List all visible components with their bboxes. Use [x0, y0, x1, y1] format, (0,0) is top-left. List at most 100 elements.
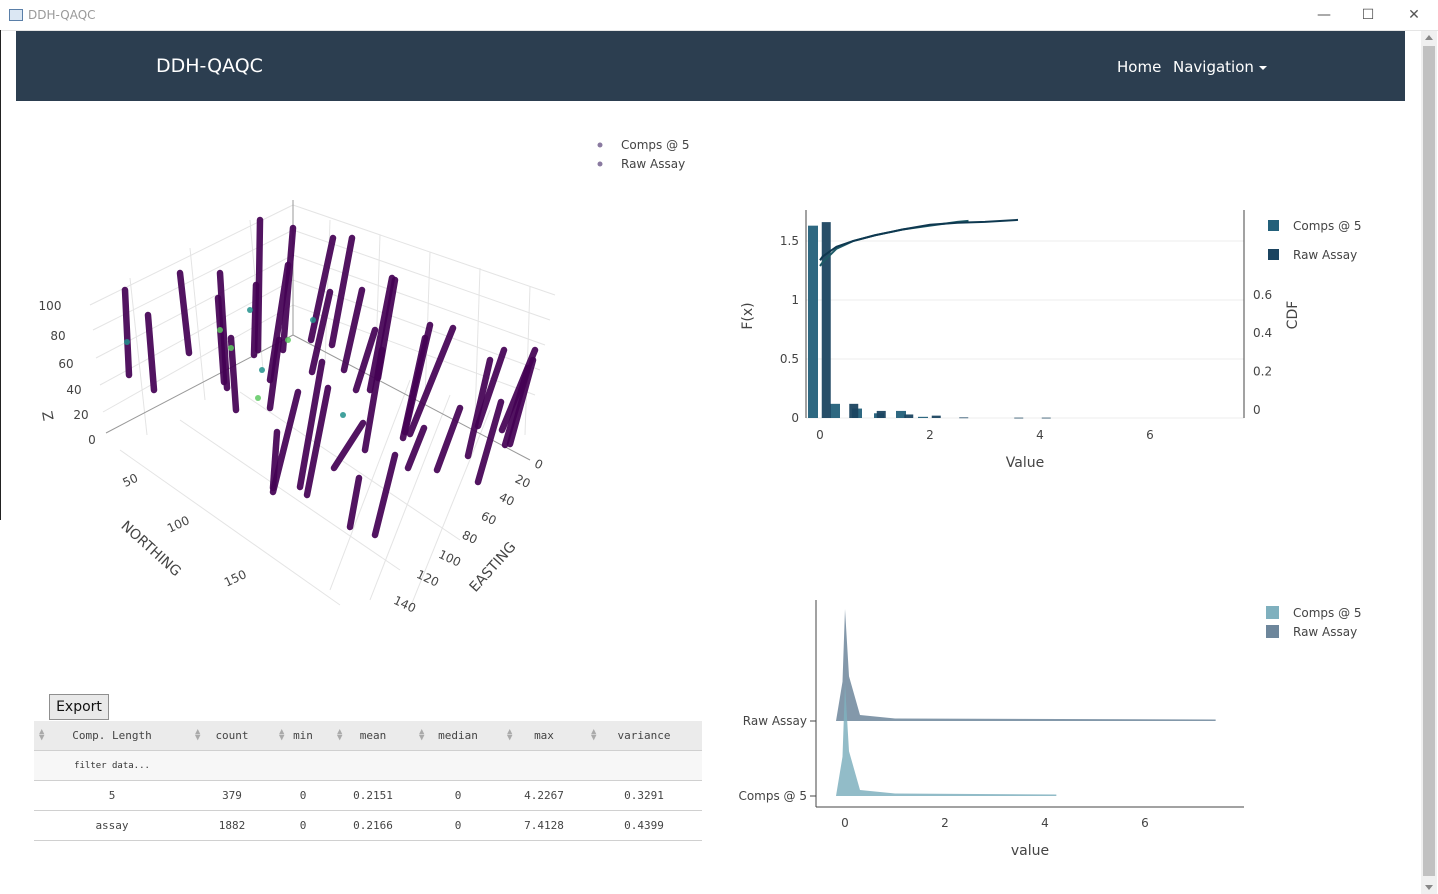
export-button[interactable]: Export: [49, 694, 109, 720]
scroll-down-icon[interactable]: [1425, 885, 1433, 890]
filter-input[interactable]: [274, 750, 332, 781]
drillhole-trace: [176, 269, 193, 357]
histogram-bar: [1041, 417, 1051, 419]
histogram-bars[interactable]: [808, 222, 1051, 419]
sort-icon[interactable]: ▲ ▼: [195, 727, 201, 743]
legend-marker: [597, 142, 603, 148]
y2-tick-label: 0.4: [1253, 326, 1272, 340]
legend-swatch-raw: [1266, 625, 1279, 638]
legend-swatch-raw: [1268, 249, 1279, 260]
scroll-up-icon[interactable]: [1425, 35, 1433, 40]
filter-input[interactable]: [502, 750, 586, 781]
column-header[interactable]: ▲ ▼ min: [274, 721, 332, 751]
column-header[interactable]: ▲ ▼ Comp. Length: [34, 721, 190, 751]
filter-input[interactable]: [414, 750, 502, 781]
drillhole-trace: [352, 326, 379, 394]
table-row[interactable]: assay 1882 0 0.2166 0 7.4128 0.4399: [34, 810, 702, 841]
table-cell: 4.2267: [502, 780, 586, 811]
drillhole-trace: [121, 286, 133, 379]
drillhole-trace: [340, 286, 366, 374]
scatter3d-legend: Comps @ 5 Raw Assay: [597, 138, 690, 171]
sort-icon[interactable]: ▲ ▼: [419, 727, 425, 743]
drillhole-traces[interactable]: [121, 216, 539, 539]
table-cell: 0.2166: [332, 810, 414, 841]
table-cell: 1882: [190, 810, 274, 841]
filter-input[interactable]: [190, 750, 274, 781]
northing-tick-label: 50: [120, 471, 140, 490]
histogram-bar: [918, 416, 928, 418]
drillhole-trace: [308, 288, 334, 376]
easting-tick-label: 100: [436, 547, 463, 569]
table-header-row: ▲ ▼ Comp. Length ▲ ▼ count ▲ ▼ min ▲ ▼ mean ▲ ▼ me…: [34, 721, 702, 751]
legend-item[interactable]: Comps @ 5: [1293, 219, 1362, 233]
histogram-bar: [1014, 417, 1024, 419]
minimize-button[interactable]: —: [1317, 7, 1331, 23]
z-tick-label: 20: [73, 408, 88, 422]
table-row[interactable]: 5 379 0 0.2151 0 4.2267 0.3291: [34, 780, 702, 811]
filter-input[interactable]: filter data...: [34, 750, 190, 781]
filter-input[interactable]: [332, 750, 414, 781]
sort-icon[interactable]: ▲ ▼: [39, 727, 45, 743]
y-tick-label: 0.5: [780, 352, 799, 366]
assay-highlight-point: [217, 327, 223, 333]
violin-legend: Comps @ 5 Raw Assay: [1266, 606, 1362, 639]
drillhole-trace: [361, 346, 386, 454]
easting-tick-label: 140: [391, 593, 418, 615]
drillhole-trace: [279, 224, 297, 354]
sort-icon[interactable]: ▲ ▼: [507, 727, 513, 743]
legend-item[interactable]: Raw Assay: [621, 157, 685, 171]
assay-highlight-point: [124, 339, 130, 345]
navbar-brand[interactable]: DDH-QAQC: [156, 55, 263, 77]
violin-shapes[interactable]: [836, 609, 1216, 796]
page-scrollbar[interactable]: [1421, 31, 1437, 894]
histogram-bar: [876, 410, 886, 418]
legend-item[interactable]: Comps @ 5: [1293, 606, 1362, 620]
sort-icon[interactable]: ▲ ▼: [337, 727, 343, 743]
violin-category-label: Raw Assay: [743, 714, 807, 728]
column-header[interactable]: ▲ ▼ max: [502, 721, 586, 751]
sort-icon[interactable]: ▲ ▼: [279, 727, 285, 743]
x-tick-label: 4: [1036, 428, 1044, 442]
legend-item[interactable]: Raw Assay: [1293, 625, 1357, 639]
assay-highlight-point: [340, 412, 346, 418]
nav-home-link[interactable]: Home: [1117, 58, 1162, 76]
navbar: DDH-QAQC Home Navigation: [16, 31, 1405, 101]
caret-down-icon: [1258, 65, 1267, 70]
y-tick-label: 0: [791, 411, 799, 425]
drillhole-trace: [266, 336, 283, 412]
nav-navigation-dropdown[interactable]: Navigation: [1173, 58, 1267, 76]
filter-row: filter data...: [34, 750, 702, 781]
column-header[interactable]: ▲ ▼ variance: [586, 721, 702, 751]
legend-item[interactable]: Raw Assay: [1293, 248, 1357, 262]
easting-tick-label: 40: [497, 490, 517, 509]
x-tick-label: 2: [941, 816, 949, 830]
violin-x-axis-label: value: [1011, 843, 1049, 859]
histogram-chart[interactable]: 0 2 4 6 0 0.5 1 1.5 0 0.2 0.4 0.6 Value …: [730, 200, 1390, 480]
maximize-button[interactable]: ☐: [1361, 7, 1375, 23]
table-cell: 5: [34, 780, 190, 811]
violin-chart[interactable]: Raw Assay Comps @ 5 0 2 4 6 value Comps …: [730, 595, 1390, 870]
table-cell: 0: [414, 810, 502, 841]
table-cell: assay: [34, 810, 190, 841]
x-tick-label: 6: [1146, 428, 1154, 442]
sort-icon[interactable]: ▲ ▼: [591, 727, 597, 743]
histogram-cdf-lines[interactable]: [819, 218, 1019, 267]
window-edge: [0, 30, 1, 520]
filter-input[interactable]: [586, 750, 702, 781]
nav-navigation-label: Navigation: [1173, 58, 1254, 76]
scatter3d-chart[interactable]: Comps @ 5 Raw Assay 100 80: [30, 130, 720, 630]
histogram-y-ticks: 0 0.5 1 1.5: [780, 234, 799, 425]
legend-item[interactable]: Comps @ 5: [621, 138, 690, 152]
z-tick-label: 40: [66, 383, 81, 397]
column-header[interactable]: ▲ ▼ mean: [332, 721, 414, 751]
x-tick-label: 0: [816, 428, 824, 442]
histogram-x-ticks: 0 2 4 6: [816, 428, 1154, 442]
scrollbar-thumb[interactable]: [1423, 46, 1435, 876]
assay-highlight-point: [259, 367, 265, 373]
assay-highlight-point: [285, 337, 291, 343]
column-header[interactable]: ▲ ▼ count: [190, 721, 274, 751]
close-button[interactable]: ✕: [1408, 7, 1420, 23]
drillhole-trace: [296, 358, 326, 491]
column-header[interactable]: ▲ ▼ median: [414, 721, 502, 751]
window-titlebar: DDH-QAQC — ☐ ✕: [0, 0, 1438, 31]
